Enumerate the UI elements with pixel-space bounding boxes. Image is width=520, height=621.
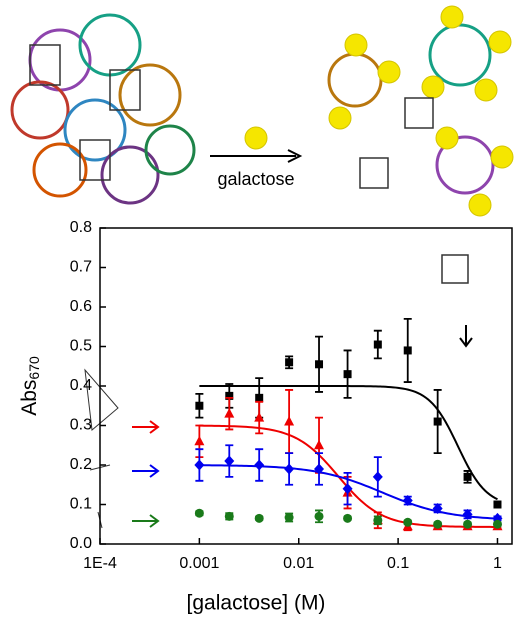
marker bbox=[224, 408, 235, 418]
x-axis-title: [galactose] (M) bbox=[187, 592, 326, 615]
marker bbox=[194, 459, 205, 471]
protein-cluster-illustration bbox=[10, 13, 196, 205]
free-lectin-illustration bbox=[327, 5, 514, 217]
marker bbox=[314, 439, 325, 450]
y-axis-title-subscript: 670 bbox=[26, 356, 42, 380]
marker bbox=[225, 391, 234, 400]
marker bbox=[463, 519, 473, 529]
x-tick-label: 0.01 bbox=[283, 555, 314, 572]
marker bbox=[403, 346, 412, 355]
marker bbox=[194, 435, 205, 446]
down-arrowhead bbox=[459, 337, 473, 348]
marker bbox=[224, 511, 234, 521]
marker bbox=[284, 416, 295, 426]
y-tick-label: 0.0 bbox=[70, 535, 92, 552]
marker bbox=[224, 455, 235, 467]
marker bbox=[314, 463, 325, 475]
marker bbox=[433, 417, 442, 426]
marker bbox=[284, 463, 295, 475]
y-axis-title: Abs670 bbox=[18, 356, 42, 416]
marker bbox=[432, 502, 443, 514]
marker bbox=[314, 511, 324, 521]
marker bbox=[343, 370, 352, 379]
marker bbox=[254, 513, 264, 523]
y-tick-label: 0.5 bbox=[70, 338, 92, 355]
y-tick-label: 0.2 bbox=[70, 456, 92, 473]
y-tick-label: 0.6 bbox=[70, 298, 92, 315]
marker bbox=[315, 360, 324, 369]
marker bbox=[285, 358, 294, 367]
x-tick-label: 0.1 bbox=[387, 555, 409, 572]
marker bbox=[403, 517, 413, 527]
y-tick-label: 0.3 bbox=[70, 417, 92, 434]
annotation: galactose bbox=[217, 169, 294, 189]
marker bbox=[254, 459, 265, 471]
marker bbox=[463, 472, 472, 481]
x-tick-label: 0.001 bbox=[179, 555, 219, 572]
marker bbox=[372, 471, 383, 483]
x-tick-label: 1 bbox=[493, 555, 502, 572]
y-axis-title-text: Abs bbox=[18, 380, 41, 416]
x-tick-label: 1E-4 bbox=[83, 555, 117, 572]
y-tick-label: 0.7 bbox=[70, 259, 92, 276]
marker bbox=[373, 515, 383, 525]
marker bbox=[402, 495, 413, 507]
marker bbox=[492, 519, 502, 529]
marker bbox=[373, 340, 382, 349]
marker bbox=[284, 513, 294, 523]
cube-icon bbox=[441, 254, 469, 284]
tetrahedron-icon bbox=[84, 368, 119, 431]
y-tick-label: 0.1 bbox=[70, 496, 92, 513]
y-tick-label: 0.8 bbox=[70, 219, 92, 236]
y-tick-label: 0.4 bbox=[70, 377, 92, 394]
marker bbox=[255, 393, 264, 402]
reaction-arrowhead bbox=[287, 149, 303, 163]
marker bbox=[342, 483, 353, 495]
marker bbox=[343, 513, 353, 523]
marker bbox=[493, 500, 502, 509]
marker bbox=[254, 412, 265, 422]
marker bbox=[433, 519, 443, 529]
marker bbox=[194, 508, 204, 518]
galactose-icon bbox=[244, 126, 268, 150]
marker bbox=[462, 508, 473, 520]
marker bbox=[195, 401, 204, 410]
series-arrows bbox=[132, 420, 160, 528]
